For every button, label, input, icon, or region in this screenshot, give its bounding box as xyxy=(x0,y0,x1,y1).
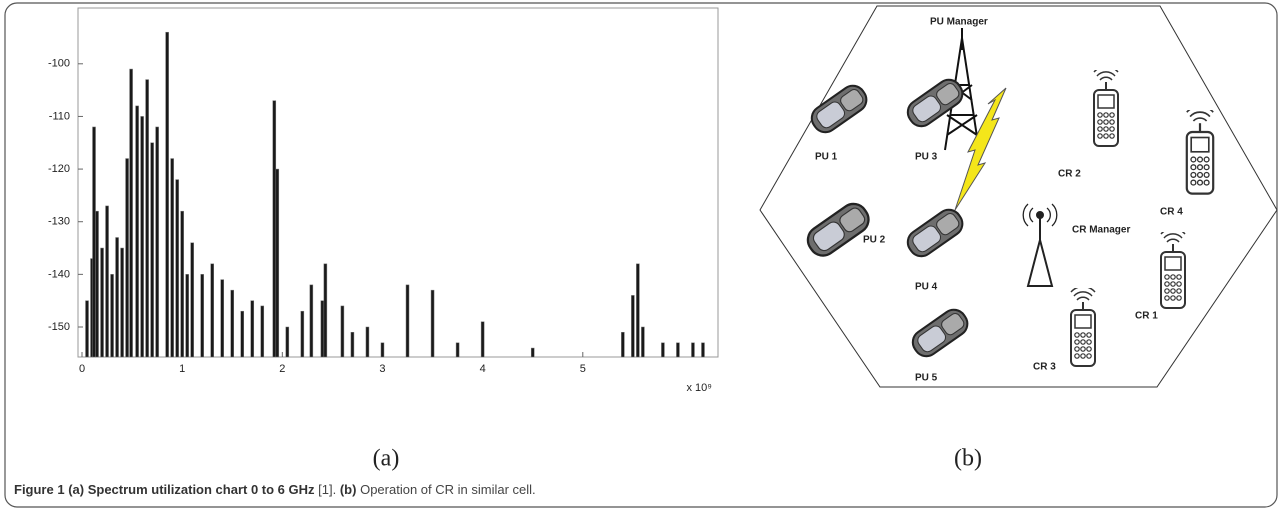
bar xyxy=(405,284,410,358)
bar xyxy=(170,158,174,358)
bar xyxy=(260,305,265,358)
bar xyxy=(320,300,325,358)
bar xyxy=(150,142,154,358)
bar xyxy=(365,326,370,358)
bar xyxy=(676,342,680,358)
bar xyxy=(120,247,124,358)
caption-part: (a) Spectrum utilization chart 0 to 6 GH… xyxy=(68,482,315,497)
bar xyxy=(85,300,89,358)
cell-hexagon xyxy=(759,5,1278,388)
bar xyxy=(95,210,99,358)
caption-part: (b) xyxy=(340,482,357,497)
bar xyxy=(135,105,139,358)
node-label: PU 2 xyxy=(863,235,886,246)
bar xyxy=(200,274,204,358)
x-tick-label: 3 xyxy=(379,363,385,375)
bar xyxy=(105,205,109,358)
bar xyxy=(631,295,635,358)
bar xyxy=(285,326,290,358)
bar xyxy=(275,168,280,358)
panel-label: (a) xyxy=(373,446,400,472)
bar xyxy=(145,79,149,358)
bar xyxy=(430,289,435,358)
bar xyxy=(129,68,133,358)
bar xyxy=(641,326,645,358)
y-tick-label: -140 xyxy=(48,268,70,280)
y-tick-label: -110 xyxy=(49,110,70,122)
node-label: PU 3 xyxy=(915,152,938,163)
bar xyxy=(272,100,277,358)
bar xyxy=(155,126,159,358)
bar xyxy=(455,342,460,358)
bar xyxy=(636,263,640,358)
x-tick-label: 0 xyxy=(79,363,85,375)
node-label: CR 2 xyxy=(1058,169,1081,180)
bar xyxy=(250,300,255,358)
bar xyxy=(220,279,224,358)
x-multiplier: x 10⁹ xyxy=(686,382,712,394)
node-label: PU Manager xyxy=(930,17,988,28)
x-tick-label: 2 xyxy=(279,363,285,375)
bar xyxy=(661,342,665,358)
x-tick-label: 1 xyxy=(179,363,185,375)
y-tick-label: -100 xyxy=(48,58,70,70)
node-label: PU 4 xyxy=(915,282,938,293)
caption-part: Operation of CR in similar cell. xyxy=(360,482,536,497)
node-label: PU 1 xyxy=(815,152,838,163)
caption-part: [1]. xyxy=(318,482,336,497)
node-label: CR 1 xyxy=(1135,311,1158,322)
bar xyxy=(175,179,179,358)
bar xyxy=(323,263,328,358)
bar xyxy=(110,274,114,358)
bar xyxy=(300,310,305,358)
bar xyxy=(180,210,184,358)
bar xyxy=(210,263,214,358)
x-tick-label: 5 xyxy=(580,363,586,375)
bar xyxy=(185,274,189,358)
caption-part: Figure 1 xyxy=(14,482,65,497)
y-tick-label: -130 xyxy=(48,216,70,228)
node-label: PU 5 xyxy=(915,373,938,384)
node-label: CR 3 xyxy=(1033,362,1056,373)
bar xyxy=(380,342,385,358)
bar xyxy=(691,342,695,358)
bar xyxy=(92,126,96,358)
y-tick-label: -120 xyxy=(48,163,70,175)
node-label: CR Manager xyxy=(1072,225,1130,236)
caption: Figure 1 (a) Spectrum utilization chart … xyxy=(14,482,536,497)
bar xyxy=(230,289,234,358)
bar xyxy=(115,237,119,358)
y-tick-label: -150 xyxy=(48,321,70,333)
bar xyxy=(621,332,625,358)
bar xyxy=(530,347,535,358)
bar xyxy=(165,31,169,358)
plot-area xyxy=(77,7,719,358)
panel-label: (b) xyxy=(954,446,982,472)
x-tick-label: 4 xyxy=(480,363,486,375)
bar xyxy=(140,116,144,358)
bar xyxy=(309,284,314,358)
node-label: CR 4 xyxy=(1160,207,1183,218)
wireless-link xyxy=(954,87,1007,211)
bar xyxy=(125,158,129,358)
bar xyxy=(240,310,245,358)
cr-manager-antenna xyxy=(1022,203,1058,287)
bar xyxy=(190,242,194,358)
bar xyxy=(480,321,485,358)
bar xyxy=(350,332,355,358)
bar xyxy=(701,342,705,358)
bar xyxy=(100,247,104,358)
bar xyxy=(340,305,345,358)
